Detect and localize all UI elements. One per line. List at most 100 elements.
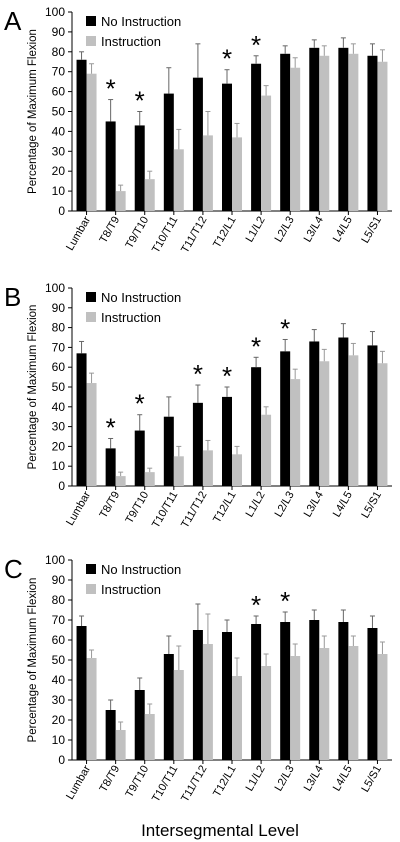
bar-no-instruction (251, 367, 262, 486)
bar-no-instruction (105, 710, 116, 760)
x-tick-label: L3/L4 (302, 490, 326, 520)
bar-no-instruction (163, 93, 174, 211)
significance-asterisk: * (251, 331, 261, 361)
bar-instruction (377, 363, 388, 486)
bar-no-instruction (222, 632, 232, 760)
bar-no-instruction (76, 353, 87, 486)
y-tick-label: 40 (52, 124, 66, 138)
bar-instruction (202, 644, 213, 760)
significance-asterisk: * (135, 389, 145, 419)
x-tick-label: L2/L3 (273, 215, 297, 245)
y-tick-label: 20 (52, 164, 66, 178)
bar-no-instruction (192, 77, 203, 211)
y-tick-label: 20 (52, 439, 66, 453)
x-tick-label: T8/T9 (97, 764, 122, 795)
x-tick-label: L1/L2 (244, 490, 268, 520)
bar-no-instruction (309, 47, 320, 211)
y-tick-label: 60 (52, 85, 66, 99)
x-tick-label: T10/T11 (150, 490, 180, 531)
significance-asterisk: * (251, 590, 261, 620)
bar-instruction (144, 179, 155, 211)
bar-instruction (261, 95, 272, 211)
bar-instruction (173, 149, 184, 211)
significance-asterisk: * (106, 74, 116, 104)
legend-swatch (86, 584, 96, 594)
bar-no-instruction (134, 430, 145, 486)
bar-no-instruction (134, 125, 145, 211)
bar-instruction (232, 676, 242, 760)
x-tick-label: Lumbar (64, 489, 93, 528)
bar-instruction (173, 670, 184, 760)
bar-no-instruction (222, 396, 232, 486)
bar-no-instruction (105, 121, 116, 211)
bar-no-instruction (251, 624, 262, 760)
bar-no-instruction (251, 63, 262, 211)
bar-instruction (290, 379, 301, 486)
y-tick-label: 90 (52, 301, 66, 315)
panel-label: C (4, 554, 23, 584)
x-tick-label: T12/L1 (211, 490, 239, 526)
bar-instruction (319, 55, 330, 211)
y-tick-label: 30 (52, 420, 66, 434)
y-axis-title: Percentage of Maximum Flexion (27, 29, 39, 194)
y-tick-label: 100 (45, 553, 65, 567)
legend-label: No Instruction (101, 290, 181, 305)
y-tick-label: 100 (45, 5, 65, 19)
bar-instruction (377, 61, 388, 211)
bar-no-instruction (105, 448, 116, 486)
bar-instruction (202, 450, 213, 486)
bar-instruction (144, 714, 155, 760)
bar-instruction (261, 414, 272, 486)
y-tick-label: 80 (52, 593, 66, 607)
significance-asterisk: * (106, 412, 116, 442)
panel-label: B (4, 282, 21, 312)
x-tick-label: T11/T12 (179, 764, 209, 805)
significance-asterisk: * (222, 44, 232, 74)
bar-no-instruction (280, 622, 291, 760)
x-tick-label: L2/L3 (273, 490, 297, 520)
legend-label: Instruction (101, 582, 161, 597)
x-tick-label: T8/T9 (97, 490, 122, 521)
bar-no-instruction (76, 626, 87, 760)
bar-no-instruction (222, 83, 232, 211)
bar-no-instruction (309, 341, 320, 486)
significance-asterisk: * (251, 30, 261, 60)
y-tick-label: 60 (52, 360, 66, 374)
x-tick-label: L4/L5 (331, 764, 355, 794)
y-tick-label: 10 (52, 459, 66, 473)
bar-no-instruction (338, 47, 349, 211)
y-tick-label: 70 (52, 65, 66, 79)
bar-instruction (377, 654, 388, 760)
legend-swatch (86, 292, 96, 302)
bar-instruction (348, 53, 359, 211)
chart-panel-a: A Percentage of Maximum Flexion 0 10 20 30 40 5… (4, 5, 392, 255)
x-tick-label: L3/L4 (302, 215, 326, 245)
bar-instruction (290, 67, 301, 211)
x-tick-label: L3/L4 (302, 764, 326, 794)
y-tick-label: 40 (52, 400, 66, 414)
bar-instruction (86, 73, 97, 211)
x-tick-label: L5/S1 (359, 764, 384, 795)
bar-instruction (261, 666, 272, 760)
bar-instruction (115, 476, 126, 486)
x-tick-label: L5/S1 (359, 490, 384, 521)
bar-no-instruction (192, 402, 203, 486)
panel-label: A (4, 6, 22, 36)
bar-instruction (115, 730, 126, 760)
x-tick-label: T10/T11 (150, 215, 180, 256)
legend-swatch (86, 16, 96, 26)
bar-no-instruction (367, 628, 378, 760)
y-tick-label: 70 (52, 340, 66, 354)
y-tick-label: 0 (58, 479, 65, 493)
legend-label: No Instruction (101, 14, 181, 29)
bar-no-instruction (338, 337, 349, 486)
y-tick-label: 0 (58, 204, 65, 218)
bar-no-instruction (192, 630, 203, 760)
y-tick-label: 50 (52, 653, 66, 667)
bar-instruction (348, 355, 359, 486)
bar-no-instruction (134, 690, 145, 760)
y-tick-label: 40 (52, 673, 66, 687)
y-tick-label: 70 (52, 613, 66, 627)
significance-asterisk: * (280, 586, 290, 616)
x-tick-label: L4/L5 (331, 215, 355, 245)
